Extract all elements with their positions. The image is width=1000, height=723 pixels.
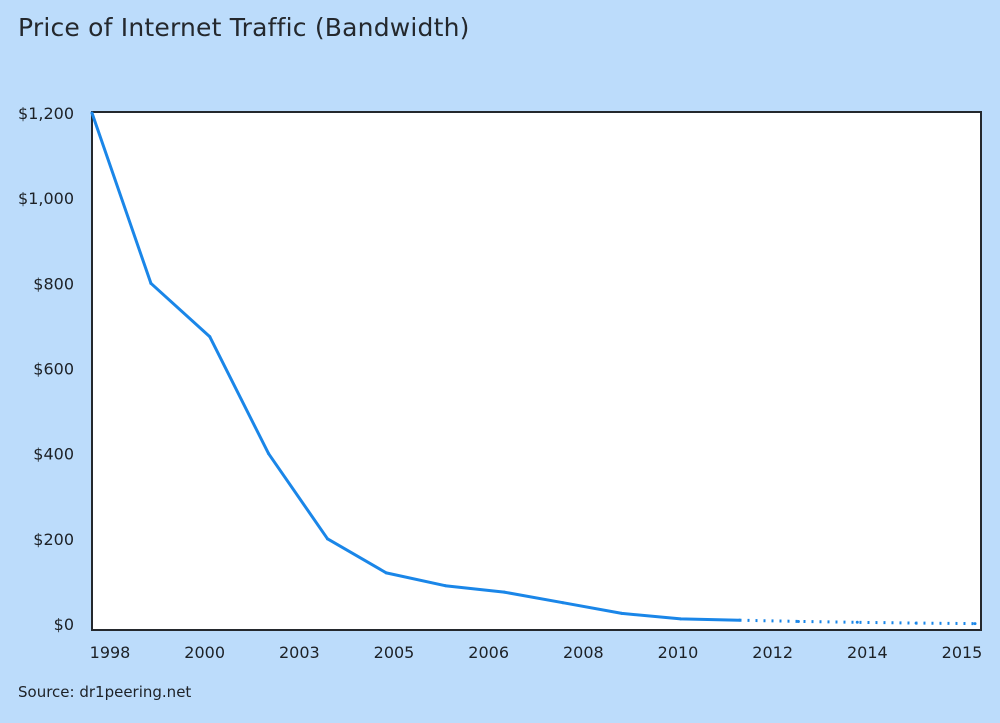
data-point: [443, 584, 447, 588]
x-tick-label: 2010: [658, 643, 699, 662]
data-point: [738, 618, 742, 622]
data-point: [267, 452, 271, 456]
y-tick-label: $200: [33, 530, 74, 549]
y-tick-label: $1,000: [18, 189, 74, 208]
y-axis-ticks: $0 $200 $400 $600 $800 $1,000 $1,200: [18, 104, 74, 634]
data-point: [855, 620, 859, 624]
x-tick-label: 2003: [279, 643, 320, 662]
y-tick-label: $1,200: [18, 104, 74, 123]
y-tick-label: $0: [54, 615, 74, 634]
data-point: [325, 537, 329, 541]
data-point: [149, 281, 153, 285]
series-line-solid: [90, 112, 740, 622]
data-point: [973, 622, 977, 626]
data-point: [384, 571, 388, 575]
plot-area: [91, 111, 982, 631]
data-point: [208, 335, 212, 339]
data-point: [90, 111, 94, 115]
data-point: [620, 611, 624, 615]
data-point: [914, 621, 918, 625]
x-tick-label: 2014: [847, 643, 888, 662]
x-tick-label: 2006: [468, 643, 509, 662]
chart-title: Price of Internet Traffic (Bandwidth): [18, 13, 470, 42]
y-tick-label: $800: [33, 274, 74, 293]
y-tick-label: $600: [33, 360, 74, 379]
series-group: [90, 111, 977, 626]
x-tick-label: 2005: [374, 643, 415, 662]
x-tick-label: 2015: [942, 643, 983, 662]
x-tick-label: 2008: [563, 643, 604, 662]
x-tick-label: 2012: [752, 643, 793, 662]
x-tick-label: 2000: [184, 643, 225, 662]
data-point: [796, 619, 800, 623]
x-tick-label: 1998: [90, 643, 131, 662]
data-point: [502, 590, 506, 594]
data-point: [679, 617, 683, 621]
chart-source: Source: dr1peering.net: [18, 683, 192, 701]
data-point: [561, 601, 565, 605]
x-axis-ticks: 1998 2000 2003 2005 2006 2008 2010 2012 2014 2015: [90, 643, 983, 662]
y-tick-label: $400: [33, 445, 74, 464]
